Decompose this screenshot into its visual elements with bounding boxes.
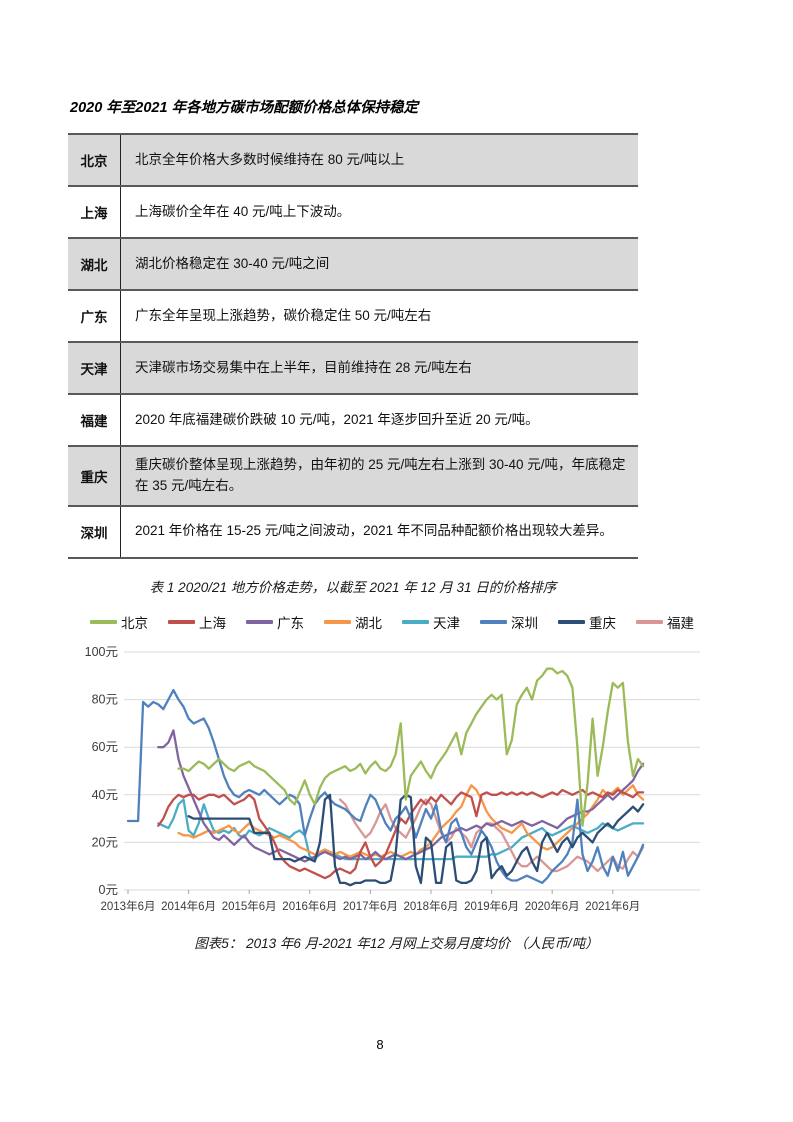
legend-item-北京: 北京 [90,612,148,632]
legend-line-swatch [402,620,429,624]
region-cell: 上海 [68,187,121,237]
table-row-广东: 广东 广东全年呈现上涨趋势，碳价稳定住 50 元/吨左右 [68,291,638,343]
table-row-上海: 上海 上海碳价全年在 40 元/吨上下波动。 [68,187,638,239]
region-cell: 重庆 [68,447,121,505]
section-heading: 2020 年至2021 年各地方碳市场配额价格总体保持稳定 [70,100,419,116]
region-cell: 北京 [68,135,121,185]
description-cell: 湖北价格稳定在 30-40 元/吨之间 [135,255,330,271]
legend-item-重庆: 重庆 [558,612,616,632]
chart-legend: 北京 上海 广东 湖北 天津 深圳 重庆 福建 [90,612,724,632]
monthly-price-line-chart: 0元 20元 40元 60元 80元 100元 2013年6月 2014年6月 2015年6月 2… [85,645,700,913]
legend-label: 天津 [433,616,460,631]
legend-item-上海: 上海 [168,612,226,632]
legend-line-swatch [480,620,507,624]
description-cell: 上海碳价全年在 40 元/吨上下波动。 [135,203,351,219]
table-row-福建: 福建 2020 年底福建碳价跌破 10 元/吨，2021 年逐步回升至近 20 元… [68,395,638,447]
region-cell: 湖北 [68,239,121,289]
legend-label: 广东 [277,616,304,631]
series-line-广东 [157,729,645,863]
y-axis-label: 40元 [92,788,118,802]
description-cell: 广东全年呈现上涨趋势，碳价稳定住 50 元/吨左右 [135,307,432,323]
legend-label: 重庆 [589,616,616,631]
x-axis-label: 2021年6月 [585,899,640,913]
series-line-上海 [157,788,645,880]
region-cell: 福建 [68,395,121,445]
chart-caption: 图表5： 2013 年6 月-2021 年12 月网上交易月度均价 （人民币/吨… [194,936,599,951]
legend-item-天津: 天津 [402,612,460,632]
legend-line-swatch [246,620,273,624]
legend-label: 上海 [199,616,226,631]
table-row-天津: 天津 天津碳市场交易集中在上半年，目前维持在 28 元/吨左右 [68,343,638,395]
y-axis-label: 0元 [99,883,118,897]
description-cell: 2020 年底福建碳价跌破 10 元/吨，2021 年逐步回升至近 20 元/吨… [135,411,539,427]
series-line-湖北 [177,784,645,858]
table-caption: 表 1 2020/21 地方价格走势，以截至 2021 年 12 月 31 日的… [149,580,557,595]
legend-line-swatch [558,620,585,624]
legend-label: 福建 [667,616,694,631]
table-row-深圳: 深圳 2021 年价格在 15-25 元/吨之间波动，2021 年不同品种配额价格… [68,506,638,559]
legend-line-swatch [90,620,117,624]
region-cell: 广东 [68,291,121,341]
series-line-北京 [177,667,645,827]
x-axis-label: 2016年6月 [282,899,337,913]
series-line-福建 [338,798,645,873]
region-cell: 天津 [68,343,121,393]
series-line-深圳 [126,688,645,885]
description-cell: 2021 年价格在 15-25 元/吨之间波动，2021 年不同品种配额价格出现… [135,523,613,539]
y-axis-label: 100元 [85,645,118,659]
regional-price-table: 北京 北京全年价格大多数时候维持在 80 元/吨以上 上海 上海碳价全年在 40 元/… [68,133,638,559]
region-cell: 深圳 [68,506,121,557]
page-number: 8 [376,1037,384,1052]
legend-line-swatch [636,620,663,624]
price-chart-block: 北京 上海 广东 湖北 天津 深圳 重庆 福建 0元 20元 40元 60元 80元 100元 2013年… [84,612,724,943]
x-axis-label: 2013年6月 [101,899,156,913]
legend-line-swatch [168,620,195,624]
legend-label: 湖北 [355,616,382,631]
x-axis-label: 2017年6月 [343,899,398,913]
legend-label: 北京 [121,616,148,631]
x-axis-label: 2018年6月 [404,899,459,913]
legend-label: 深圳 [511,616,538,631]
x-axis-label: 2014年6月 [161,899,216,913]
legend-item-广东: 广东 [246,612,304,632]
table-row-重庆: 重庆 重庆碳价整体呈现上涨趋势，由年初的 25 元/吨左右上涨到 30-40 元/… [68,447,638,507]
description-cell: 重庆碳价整体呈现上涨趋势，由年初的 25 元/吨左右上涨到 30-40 元/吨，… [135,457,626,493]
table-row-湖北: 湖北 湖北价格稳定在 30-40 元/吨之间 [68,239,638,291]
y-axis-label: 60元 [92,740,118,754]
x-axis-label: 2019年6月 [464,899,519,913]
series-line-重庆 [187,793,645,887]
legend-item-福建: 福建 [636,612,694,632]
legend-item-湖北: 湖北 [324,612,382,632]
legend-line-swatch [324,620,351,624]
x-axis-label: 2015年6月 [222,899,277,913]
legend-item-深圳: 深圳 [480,612,538,632]
y-axis-label: 80元 [92,693,118,707]
description-cell: 北京全年价格大多数时候维持在 80 元/吨以上 [135,151,405,167]
description-cell: 天津碳市场交易集中在上半年，目前维持在 28 元/吨左右 [135,359,472,375]
series-line-天津 [157,798,645,861]
y-axis-label: 20元 [92,835,118,849]
table-row-北京: 北京 北京全年价格大多数时候维持在 80 元/吨以上 [68,135,638,187]
x-axis-label: 2020年6月 [525,899,580,913]
